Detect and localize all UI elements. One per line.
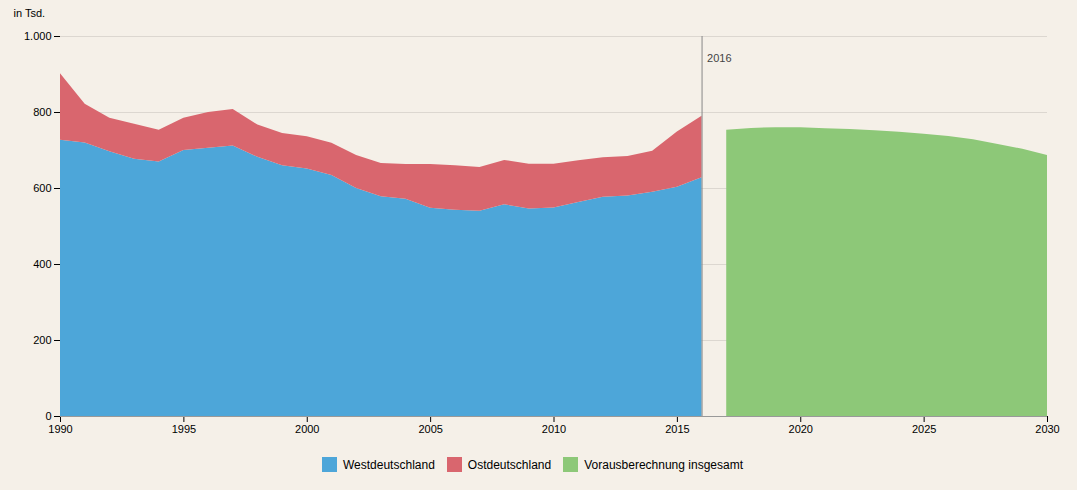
svg-text:2025: 2025 (912, 423, 936, 435)
svg-text:2020: 2020 (789, 423, 813, 435)
svg-text:400: 400 (33, 258, 51, 270)
svg-text:2015: 2015 (665, 423, 689, 435)
svg-text:200: 200 (33, 334, 51, 346)
svg-text:2005: 2005 (418, 423, 442, 435)
svg-text:2000: 2000 (295, 423, 319, 435)
svg-text:1995: 1995 (172, 423, 196, 435)
html-text:Westdeutschland: Westdeutschland (343, 457, 435, 472)
svg-text:2030: 2030 (1035, 423, 1059, 435)
svg-text:2010: 2010 (542, 423, 566, 435)
svg-text:1.000: 1.000 (24, 30, 52, 42)
html-text:Vorausberechnung insgesamt: Vorausberechnung insgesamt (584, 457, 743, 472)
svg-text:800: 800 (33, 106, 51, 118)
svg-text:600: 600 (33, 182, 51, 194)
svg-text:in Tsd.: in Tsd. (14, 7, 46, 19)
svg-text:1990: 1990 (48, 423, 72, 435)
html-text:Ostdeutschland: Ostdeutschland (467, 457, 552, 472)
svg-text:0: 0 (45, 410, 51, 422)
svg-text:2016: 2016 (707, 52, 731, 64)
